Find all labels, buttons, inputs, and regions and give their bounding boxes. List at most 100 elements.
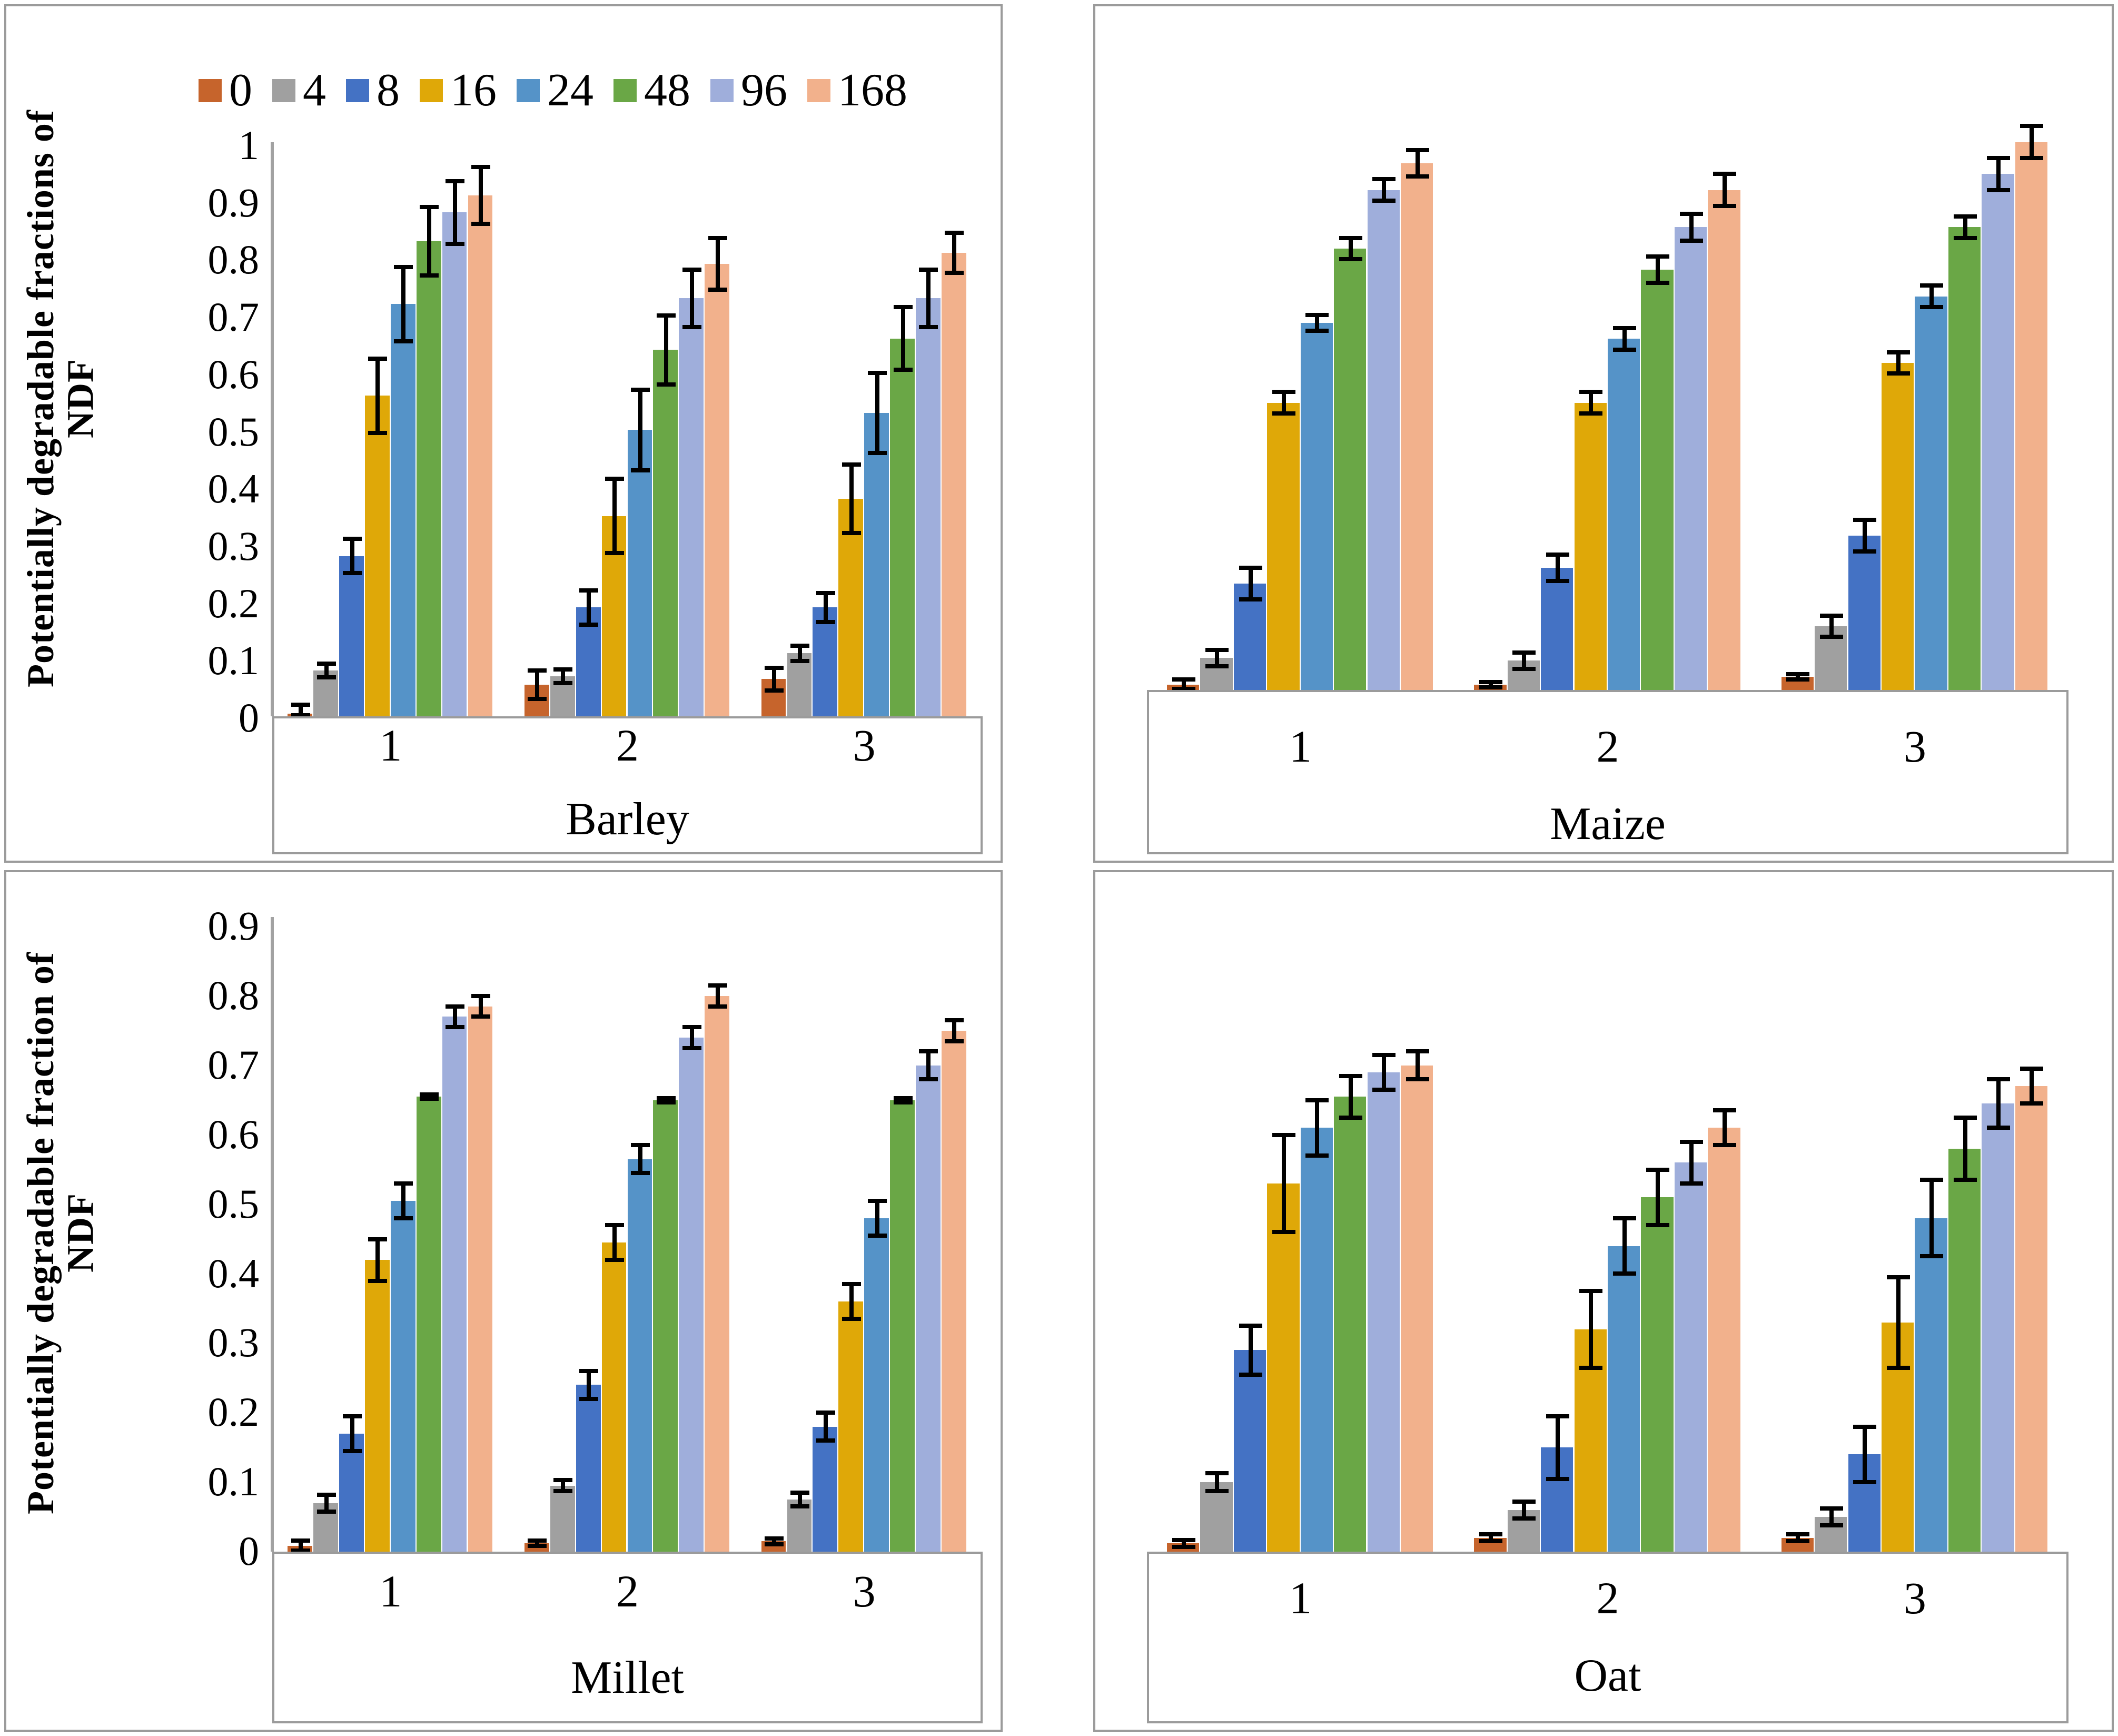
errorbar-millet-group3-168h-cap-top [945, 1018, 964, 1022]
errorbar-millet-group2-48h-cap-bottom [656, 1100, 676, 1104]
errorbar-millet-group2-0h-cap-top [528, 1538, 547, 1543]
errorbar-oat-group2-168h-cap-bottom [1713, 1143, 1736, 1148]
bar-oat-group3-24h [1915, 1218, 1947, 1552]
bar-maize-group2-96h [1674, 227, 1707, 690]
legend-swatch-48h-icon [613, 79, 637, 102]
errorbar-barley-group3-24h-cap-bottom [867, 451, 887, 455]
bar-millet-group2-96h [679, 1038, 704, 1552]
bar-barley-group2-48h [653, 350, 678, 716]
x-category-label: 2 [616, 1566, 639, 1616]
errorbar-barley-group2-96h [689, 270, 694, 327]
errorbar-maize-group1-4h-cap-bottom [1205, 664, 1229, 668]
errorbar-barley-group1-8h-cap-bottom [342, 571, 362, 576]
errorbar-millet-group2-8h [587, 1371, 591, 1399]
errorbar-maize-group3-8h [1863, 519, 1867, 552]
errorbar-millet-group1-168h-cap-top [471, 993, 490, 998]
errorbar-oat-group3-0h-cap-top [1786, 1532, 1810, 1536]
errorbar-oat-group3-168h-cap-top [2020, 1067, 2044, 1071]
legend-swatch-24h-icon [517, 79, 540, 102]
errorbar-barley-group2-16h-cap-bottom [605, 551, 624, 556]
errorbar-maize-group3-8h-cap-bottom [1853, 549, 1877, 554]
errorbar-barley-group1-0h-cap-bottom [291, 713, 310, 717]
errorbar-millet-group1-24h [401, 1183, 406, 1218]
y-axis-title: Potentially degradable fraction of NDF [19, 930, 132, 1536]
errorbar-oat-group1-16h-cap-bottom [1272, 1230, 1295, 1235]
errorbar-oat-group3-48h-cap-bottom [1953, 1178, 1977, 1182]
errorbar-millet-group3-4h-cap-bottom [790, 1504, 809, 1509]
x-category-label: 3 [853, 720, 876, 771]
errorbar-barley-group2-0h-cap-top [528, 668, 547, 673]
errorbar-maize-group2-48h-cap-top [1646, 254, 1670, 259]
errorbar-oat-group1-8h-cap-bottom [1239, 1372, 1262, 1377]
y-tick-label: 0.9 [207, 903, 260, 949]
errorbar-maize-group1-24h-cap-bottom [1305, 329, 1329, 333]
errorbar-oat-group1-24h [1315, 1100, 1320, 1156]
errorbar-barley-group1-8h-cap-top [342, 537, 362, 541]
bar-millet-group2-168h [705, 996, 730, 1552]
errorbar-maize-group3-0h-cap-top [1786, 672, 1810, 676]
errorbar-barley-group2-8h-cap-bottom [579, 623, 599, 627]
bar-maize-group3-168h [2015, 142, 2047, 690]
bar-oat-group3-168h [2015, 1086, 2047, 1552]
errorbar-maize-group3-168h [2030, 126, 2034, 158]
errorbar-oat-group1-16h [1281, 1135, 1286, 1232]
bar-maize-group3-48h [1948, 227, 1981, 690]
errorbar-oat-group3-96h-cap-bottom [1986, 1126, 2010, 1130]
errorbar-millet-group3-16h [849, 1284, 854, 1319]
errorbar-oat-group2-4h-cap-bottom [1512, 1516, 1536, 1521]
errorbar-millet-group1-8h [350, 1416, 354, 1451]
errorbar-millet-group3-96h-cap-bottom [919, 1077, 938, 1082]
bar-maize-group1-48h [1334, 249, 1367, 690]
errorbar-barley-group2-4h [561, 669, 566, 683]
errorbar-maize-group3-24h-cap-top [1920, 283, 1944, 288]
errorbar-barley-group1-24h [401, 267, 406, 341]
errorbar-maize-group1-168h [1415, 150, 1420, 177]
errorbar-oat-group2-8h-cap-bottom [1546, 1476, 1569, 1481]
errorbar-oat-group1-96h [1382, 1054, 1387, 1090]
legend-swatch-0h-icon [199, 79, 222, 102]
bar-oat-group1-168h [1401, 1066, 1433, 1552]
errorbar-barley-group3-48h-cap-top [893, 304, 913, 309]
errorbar-barley-group3-4h [797, 646, 802, 661]
y-tick-label: 0.6 [207, 351, 260, 397]
errorbar-barley-group2-168h [715, 238, 720, 290]
errorbar-millet-group1-4h-cap-top [316, 1492, 336, 1497]
errorbar-barley-group1-168h [479, 166, 483, 224]
errorbar-barley-group2-48h [664, 315, 668, 384]
legend-item-48h: 48 [613, 67, 690, 114]
errorbar-maize-group1-168h-cap-top [1406, 147, 1429, 152]
errorbar-millet-group1-16h-cap-bottom [368, 1278, 388, 1283]
errorbar-millet-group3-8h [823, 1413, 828, 1441]
y-axis-title-line: NDF [59, 359, 102, 439]
errorbar-oat-group2-24h-cap-bottom [1612, 1271, 1636, 1276]
errorbar-maize-group2-168h-cap-top [1713, 172, 1736, 176]
errorbar-barley-group3-24h [875, 372, 879, 453]
errorbar-barley-group1-96h-cap-bottom [446, 242, 465, 246]
errorbar-maize-group2-24h-cap-bottom [1612, 347, 1636, 352]
errorbar-oat-group2-48h [1656, 1169, 1660, 1225]
bar-maize-group2-48h [1641, 270, 1674, 690]
errorbar-barley-group3-96h-cap-top [919, 268, 938, 272]
errorbar-maize-group3-48h [1963, 216, 1967, 238]
errorbar-maize-group1-16h-cap-top [1272, 390, 1295, 394]
errorbar-oat-group2-4h-cap-top [1512, 1500, 1536, 1504]
errorbar-maize-group2-8h [1555, 554, 1560, 581]
errorbar-oat-group3-16h [1896, 1277, 1901, 1368]
x-axis-label-box [272, 716, 983, 854]
bar-barley-group1-24h [390, 304, 415, 716]
errorbar-maize-group3-48h-cap-top [1953, 214, 1977, 219]
bar-oat-group2-168h [1708, 1128, 1740, 1552]
bar-maize-group1-16h [1267, 403, 1300, 690]
errorbar-millet-group3-24h-cap-bottom [867, 1233, 887, 1238]
bar-oat-group1-96h [1367, 1072, 1400, 1552]
legend-swatch-16h-icon [420, 79, 443, 102]
errorbar-millet-group3-48h-cap-bottom [893, 1100, 913, 1104]
errorbar-oat-group3-4h [1829, 1508, 1834, 1525]
errorbar-oat-group2-96h [1689, 1141, 1694, 1183]
errorbar-oat-group1-8h [1248, 1326, 1253, 1375]
errorbar-millet-group2-24h [638, 1145, 642, 1173]
errorbar-millet-group2-16h [612, 1225, 617, 1260]
bar-maize-group2-24h [1608, 339, 1640, 690]
bar-maize-group2-168h [1708, 190, 1740, 690]
errorbar-maize-group3-24h-cap-bottom [1920, 304, 1944, 309]
